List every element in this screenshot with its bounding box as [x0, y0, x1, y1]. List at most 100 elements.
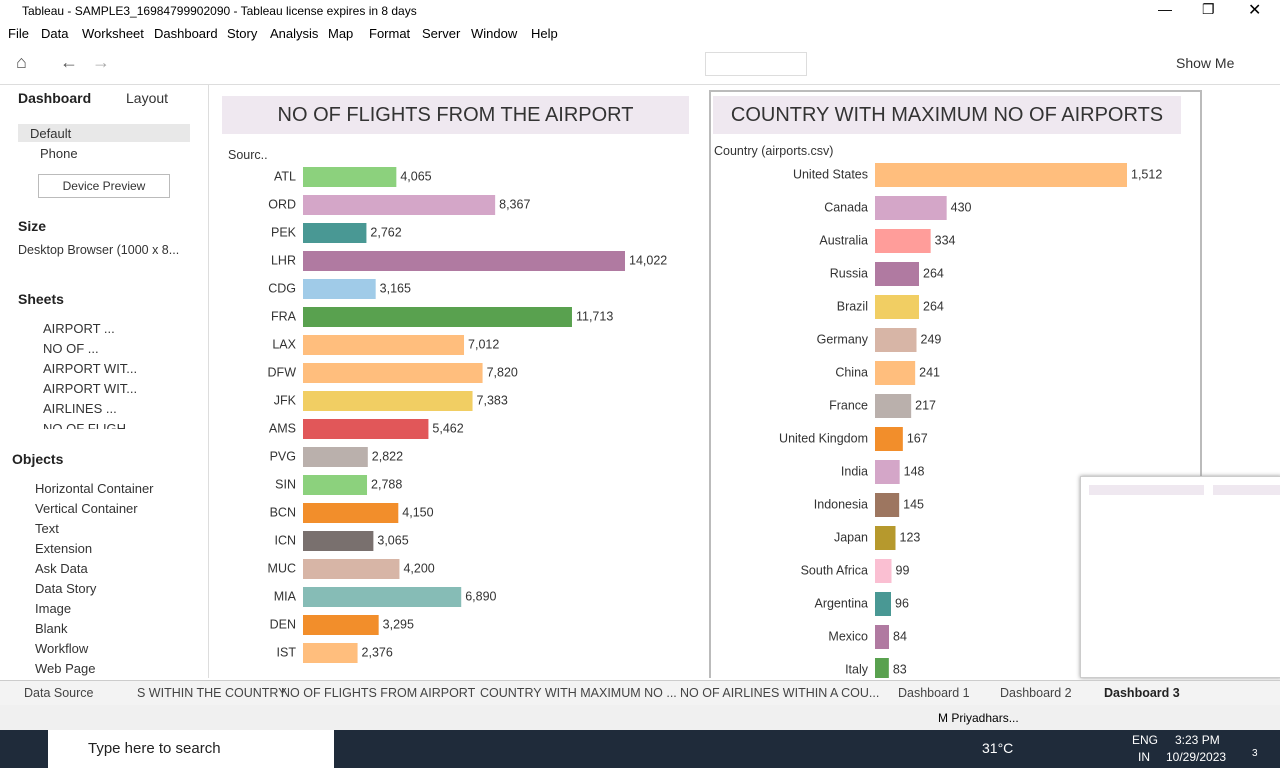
value-label: 8,367	[499, 197, 530, 211]
category-label: SIN	[275, 477, 296, 491]
sheet-tab[interactable]: Dashboard 2	[1000, 686, 1072, 700]
object-item[interactable]: Text	[35, 521, 59, 536]
sheet-item[interactable]: AIRLINES ...	[43, 401, 117, 416]
sheet-tab[interactable]: NO OF AIRLINES WITHIN A COU...	[680, 686, 880, 700]
tab-layout[interactable]: Layout	[126, 90, 169, 106]
bar	[303, 335, 465, 355]
dropdown[interactable]	[705, 52, 807, 76]
menu-item[interactable]: Map	[328, 26, 354, 41]
object-item[interactable]: Horizontal Container	[35, 481, 154, 496]
category-label: DFW	[268, 365, 297, 379]
sheet-item[interactable]: NO OF ...	[43, 341, 99, 356]
side-panel: Dashboard Layout Default Phone Device Pr…	[0, 84, 209, 678]
bar	[875, 592, 891, 616]
sheet-tab[interactable]: S WITHIN THE COUNTRY	[137, 686, 287, 700]
value-label: 2,376	[362, 645, 393, 659]
value-label: 167	[907, 431, 928, 445]
show-me[interactable]: Show Me	[1176, 55, 1235, 71]
category-label: BCN	[270, 505, 296, 519]
bar	[303, 307, 572, 327]
bar	[875, 229, 931, 253]
category-label: Indonesia	[814, 497, 868, 511]
language[interactable]: ENG	[1132, 733, 1159, 747]
home-icon[interactable]: ⌂	[16, 52, 27, 72]
size-heading: Size	[18, 218, 47, 234]
bar	[875, 394, 912, 418]
object-item[interactable]: Image	[35, 601, 72, 616]
sheet-item[interactable]: AIRPORT WIT...	[43, 381, 138, 396]
object-item[interactable]: Web Page	[35, 661, 96, 676]
category-label: ATL	[274, 169, 296, 183]
value-label: 6,890	[465, 589, 496, 603]
bar	[875, 328, 917, 352]
category-label: Mexico	[828, 629, 868, 643]
close[interactable]: ✕	[1248, 2, 1262, 19]
device[interactable]: Default	[30, 126, 72, 141]
sheet-tab[interactable]: Data Source	[24, 686, 94, 700]
sheet-tab[interactable]: COUNTRY WITH MAXIMUM NO ...	[480, 686, 677, 700]
clock-time[interactable]: 3:23 PM	[1175, 733, 1220, 747]
category-label: Italy	[845, 662, 869, 676]
bar	[303, 223, 367, 243]
sheet-item[interactable]: AIRPORT WIT...	[43, 361, 138, 376]
menu-item[interactable]: Help	[531, 26, 558, 41]
value-label: 3,295	[383, 617, 414, 631]
menu-item[interactable]: Story	[227, 26, 258, 41]
menu-item[interactable]: Format	[369, 26, 411, 41]
back-icon[interactable]: ←	[60, 52, 78, 72]
menu-item[interactable]: File	[8, 26, 29, 41]
forward-icon[interactable]: →	[92, 52, 110, 72]
value-label: 83	[893, 662, 907, 676]
sheet-tab[interactable]: Dashboard 3	[1104, 686, 1180, 700]
bar	[875, 196, 947, 220]
bar	[303, 391, 473, 411]
taskbar: Type here to search 31°C ENG IN 3:23 PM …	[0, 730, 1280, 768]
category-label: Canada	[824, 200, 868, 214]
category-label: CDG	[268, 281, 296, 295]
menu-item[interactable]: Analysis	[270, 26, 319, 41]
menu-item[interactable]: Worksheet	[82, 26, 144, 41]
search-box[interactable]: Type here to search	[48, 730, 334, 768]
object-item[interactable]: Extension	[35, 541, 93, 556]
sheet-tab[interactable]: NO OF FLIGHTS FROM AIRPORT	[281, 686, 476, 700]
region[interactable]: IN	[1138, 750, 1150, 764]
device[interactable]: Phone	[40, 146, 78, 161]
menu-item[interactable]: Server	[422, 26, 461, 41]
size-value[interactable]: Desktop Browser (1000 x 8...	[18, 243, 180, 257]
category-label: United Kingdom	[779, 431, 868, 445]
bar	[875, 460, 900, 484]
clock-date[interactable]: 10/29/2023	[1166, 750, 1227, 764]
tab-dashboard[interactable]: Dashboard	[18, 90, 92, 106]
weather[interactable]: 31°C	[982, 740, 1014, 756]
selected-device	[18, 124, 190, 142]
object-item[interactable]: Workflow	[35, 641, 89, 656]
object-item[interactable]: Ask Data	[35, 561, 88, 576]
menu-item[interactable]: Window	[471, 26, 518, 41]
menu-item[interactable]: Dashboard	[154, 26, 218, 41]
bar	[875, 427, 903, 451]
category-label: India	[841, 464, 868, 478]
object-item[interactable]: Vertical Container	[35, 501, 138, 516]
sheet-tab[interactable]: Dashboard 1	[898, 686, 970, 700]
value-label: 217	[915, 398, 936, 412]
axis-header: Country (airports.csv)	[714, 144, 834, 158]
value-label: 2,762	[370, 225, 401, 239]
sheet-item[interactable]: AIRPORT ...	[43, 321, 115, 336]
object-item[interactable]: Blank	[35, 621, 68, 636]
bar	[303, 363, 483, 383]
value-label: 84	[893, 629, 907, 643]
user-name[interactable]: M Priyadhars...	[938, 711, 1019, 725]
restore[interactable]: ❐	[1202, 1, 1215, 17]
object-item[interactable]: Data Story	[35, 581, 97, 596]
sheet-item[interactable]: NO OF FLIGH	[43, 421, 127, 429]
bar	[303, 419, 429, 439]
menu-item[interactable]: Data	[41, 26, 69, 41]
bar	[875, 658, 889, 678]
status-bar: M Priyadhars...	[0, 705, 1280, 730]
category-label: China	[835, 365, 868, 379]
device-preview-button[interactable]: Device Preview	[38, 174, 170, 198]
minimize[interactable]: —	[1158, 1, 1172, 17]
notification-count[interactable]: 3	[1252, 748, 1258, 759]
value-label: 14,022	[629, 253, 667, 267]
